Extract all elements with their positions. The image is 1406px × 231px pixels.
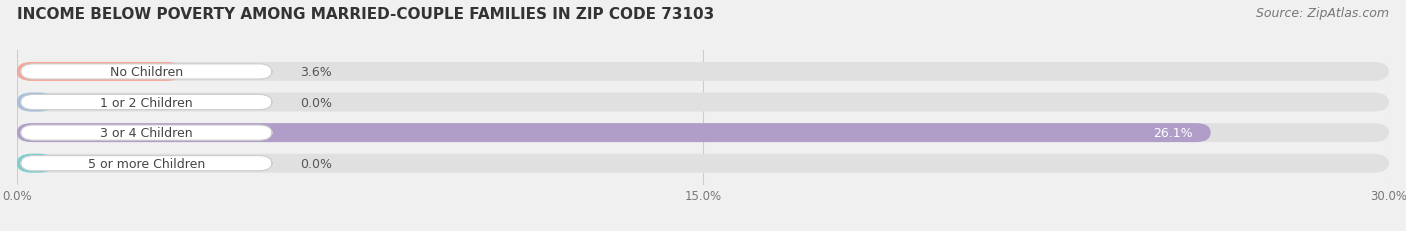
- FancyBboxPatch shape: [17, 63, 1389, 82]
- Text: 26.1%: 26.1%: [1153, 127, 1192, 140]
- Text: 5 or more Children: 5 or more Children: [87, 157, 205, 170]
- FancyBboxPatch shape: [21, 125, 273, 141]
- Text: 3 or 4 Children: 3 or 4 Children: [100, 127, 193, 140]
- Text: INCOME BELOW POVERTY AMONG MARRIED-COUPLE FAMILIES IN ZIP CODE 73103: INCOME BELOW POVERTY AMONG MARRIED-COUPL…: [17, 7, 714, 22]
- FancyBboxPatch shape: [17, 124, 1389, 143]
- FancyBboxPatch shape: [17, 93, 53, 112]
- FancyBboxPatch shape: [17, 154, 53, 173]
- Text: No Children: No Children: [110, 66, 183, 79]
- Text: 0.0%: 0.0%: [301, 157, 332, 170]
- FancyBboxPatch shape: [21, 156, 273, 171]
- FancyBboxPatch shape: [17, 154, 1389, 173]
- FancyBboxPatch shape: [17, 124, 1211, 143]
- FancyBboxPatch shape: [21, 65, 273, 80]
- Text: 1 or 2 Children: 1 or 2 Children: [100, 96, 193, 109]
- FancyBboxPatch shape: [17, 93, 1389, 112]
- Text: 0.0%: 0.0%: [301, 96, 332, 109]
- FancyBboxPatch shape: [21, 95, 273, 110]
- Text: Source: ZipAtlas.com: Source: ZipAtlas.com: [1256, 7, 1389, 20]
- FancyBboxPatch shape: [17, 63, 181, 82]
- Text: 3.6%: 3.6%: [301, 66, 332, 79]
